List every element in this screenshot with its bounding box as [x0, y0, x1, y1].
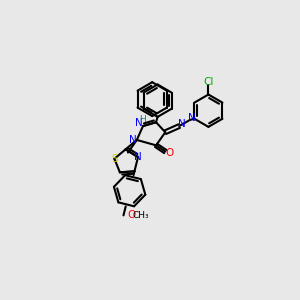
Text: N: N	[135, 118, 143, 128]
Text: H: H	[139, 115, 146, 124]
Text: CH₃: CH₃	[132, 211, 149, 220]
Text: N: N	[178, 119, 185, 129]
Text: N: N	[134, 152, 142, 162]
Text: O: O	[165, 148, 173, 158]
Text: N: N	[129, 135, 137, 145]
Text: S: S	[111, 154, 118, 164]
Text: N: N	[188, 112, 196, 123]
Text: Cl: Cl	[203, 77, 214, 87]
Text: O: O	[127, 210, 135, 220]
